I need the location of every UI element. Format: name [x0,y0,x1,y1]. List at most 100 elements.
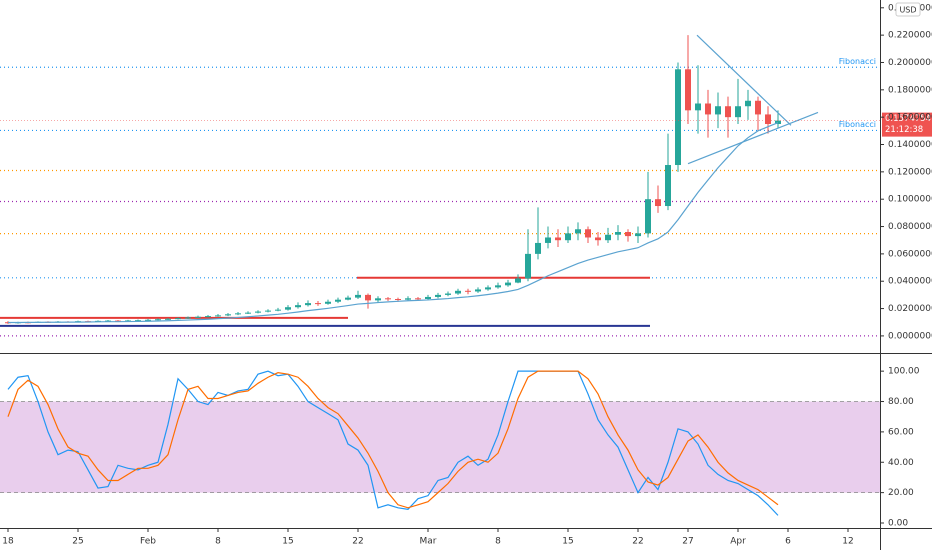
candle-body [195,316,201,318]
x-tick-label: 15 [282,537,293,547]
candle-body [575,229,581,234]
candle-body [675,69,681,166]
x-tick-label: 12 [842,537,853,547]
level-label: Fibonacci [839,57,876,66]
candle-body [725,106,731,118]
y-tick-label: 0.14000000 [888,140,932,150]
candle-body [515,278,521,283]
x-tick-label: Apr [730,537,746,547]
candle-body [535,242,541,254]
candle-body [305,303,311,306]
candle-body [295,305,301,308]
y-tick-label: 0.06000000 [888,249,932,259]
candle-body [425,296,431,299]
candle-body [435,294,441,297]
x-tick-label: 8 [215,537,221,547]
y-tick-label: 0.10000000 [888,195,932,205]
candle-body [695,103,701,111]
candle-body [365,294,371,301]
trend-line [687,111,819,165]
candle-body [635,233,641,237]
candle-body [595,237,601,241]
y-tick-label: 40.00 [888,458,914,468]
x-tick-label: 27 [682,537,693,547]
candle-body [615,232,621,235]
y-tick-label: 0.18000000 [888,85,932,95]
candle-body [415,298,421,300]
y-tick-label: 0.16000000 [888,113,932,123]
y-tick-label: 0.00000000 [888,331,932,341]
candle-body [145,319,151,321]
candle-body [395,298,401,300]
candle-body [245,312,251,314]
candle-body [215,315,221,317]
y-tick-label: 0.12000000 [888,167,932,177]
y-tick-label: 100.00 [888,367,920,377]
candle-body [485,287,491,290]
y-tick-label: 0.08000000 [888,222,932,232]
candle-body [775,120,781,125]
candle-body [205,316,211,318]
y-tick-label: 0.20000000 [888,58,932,68]
y-tick-label: 80.00 [888,397,914,407]
candle-body [265,310,271,312]
candle-body [755,100,761,115]
candle-body [555,237,561,241]
x-tick-label: 25 [72,537,83,547]
candle-body [355,294,361,298]
candle-body [255,311,261,313]
y-tick-label: 0.02000000 [888,304,932,314]
candle-body [155,319,161,321]
x-tick-label: 15 [562,537,573,547]
candle-body [335,299,341,302]
x-tick-label: 22 [632,537,643,547]
candle-body [565,233,571,241]
y-tick-label: 0.00 [888,518,908,528]
candle-body [225,314,231,316]
band-fill [0,401,880,493]
last-price-label: 0.15747541 [885,114,932,124]
countdown-label: 21:12:38 [885,125,923,135]
candle-body [285,307,291,310]
candle-body [585,229,591,238]
level-label: Fibonacci [839,120,876,129]
candle-body [475,289,481,292]
candle-body [445,293,451,295]
candle-body [625,232,631,237]
x-tick-label: Mar [420,537,437,547]
x-tick-label: Feb [140,537,156,547]
candle-body [545,237,551,243]
candle-body [505,282,511,286]
candle-body [685,69,691,111]
candle-body [525,253,531,279]
candle-body [465,290,471,292]
candle-body [645,199,651,234]
candle-body [275,309,281,311]
candle-body [135,320,141,322]
candle-body [315,303,321,305]
x-tick-label: 8 [495,537,501,547]
candle-body [345,297,351,300]
y-tick-label: 0.04000000 [888,277,932,287]
candle-body [605,234,611,241]
last-price-badge [882,112,932,137]
candle-body [705,103,711,115]
candle-body [715,106,721,115]
trend-line [696,34,792,126]
candle-body [735,106,741,118]
currency-label: USD [899,6,916,15]
candle-body [495,285,501,288]
plot-area: Fibonacci Fibonacci [0,34,880,337]
candle-body [655,199,661,207]
candle-body [175,318,181,320]
candle-body [455,290,461,294]
candle-body [385,298,391,300]
candle-body [165,318,171,320]
candle-body [375,298,381,301]
y-tick-label: 20.00 [888,488,914,498]
candle-body [405,298,411,300]
candle-body [665,165,671,207]
candle-body [745,100,751,107]
plot-area [0,370,880,516]
